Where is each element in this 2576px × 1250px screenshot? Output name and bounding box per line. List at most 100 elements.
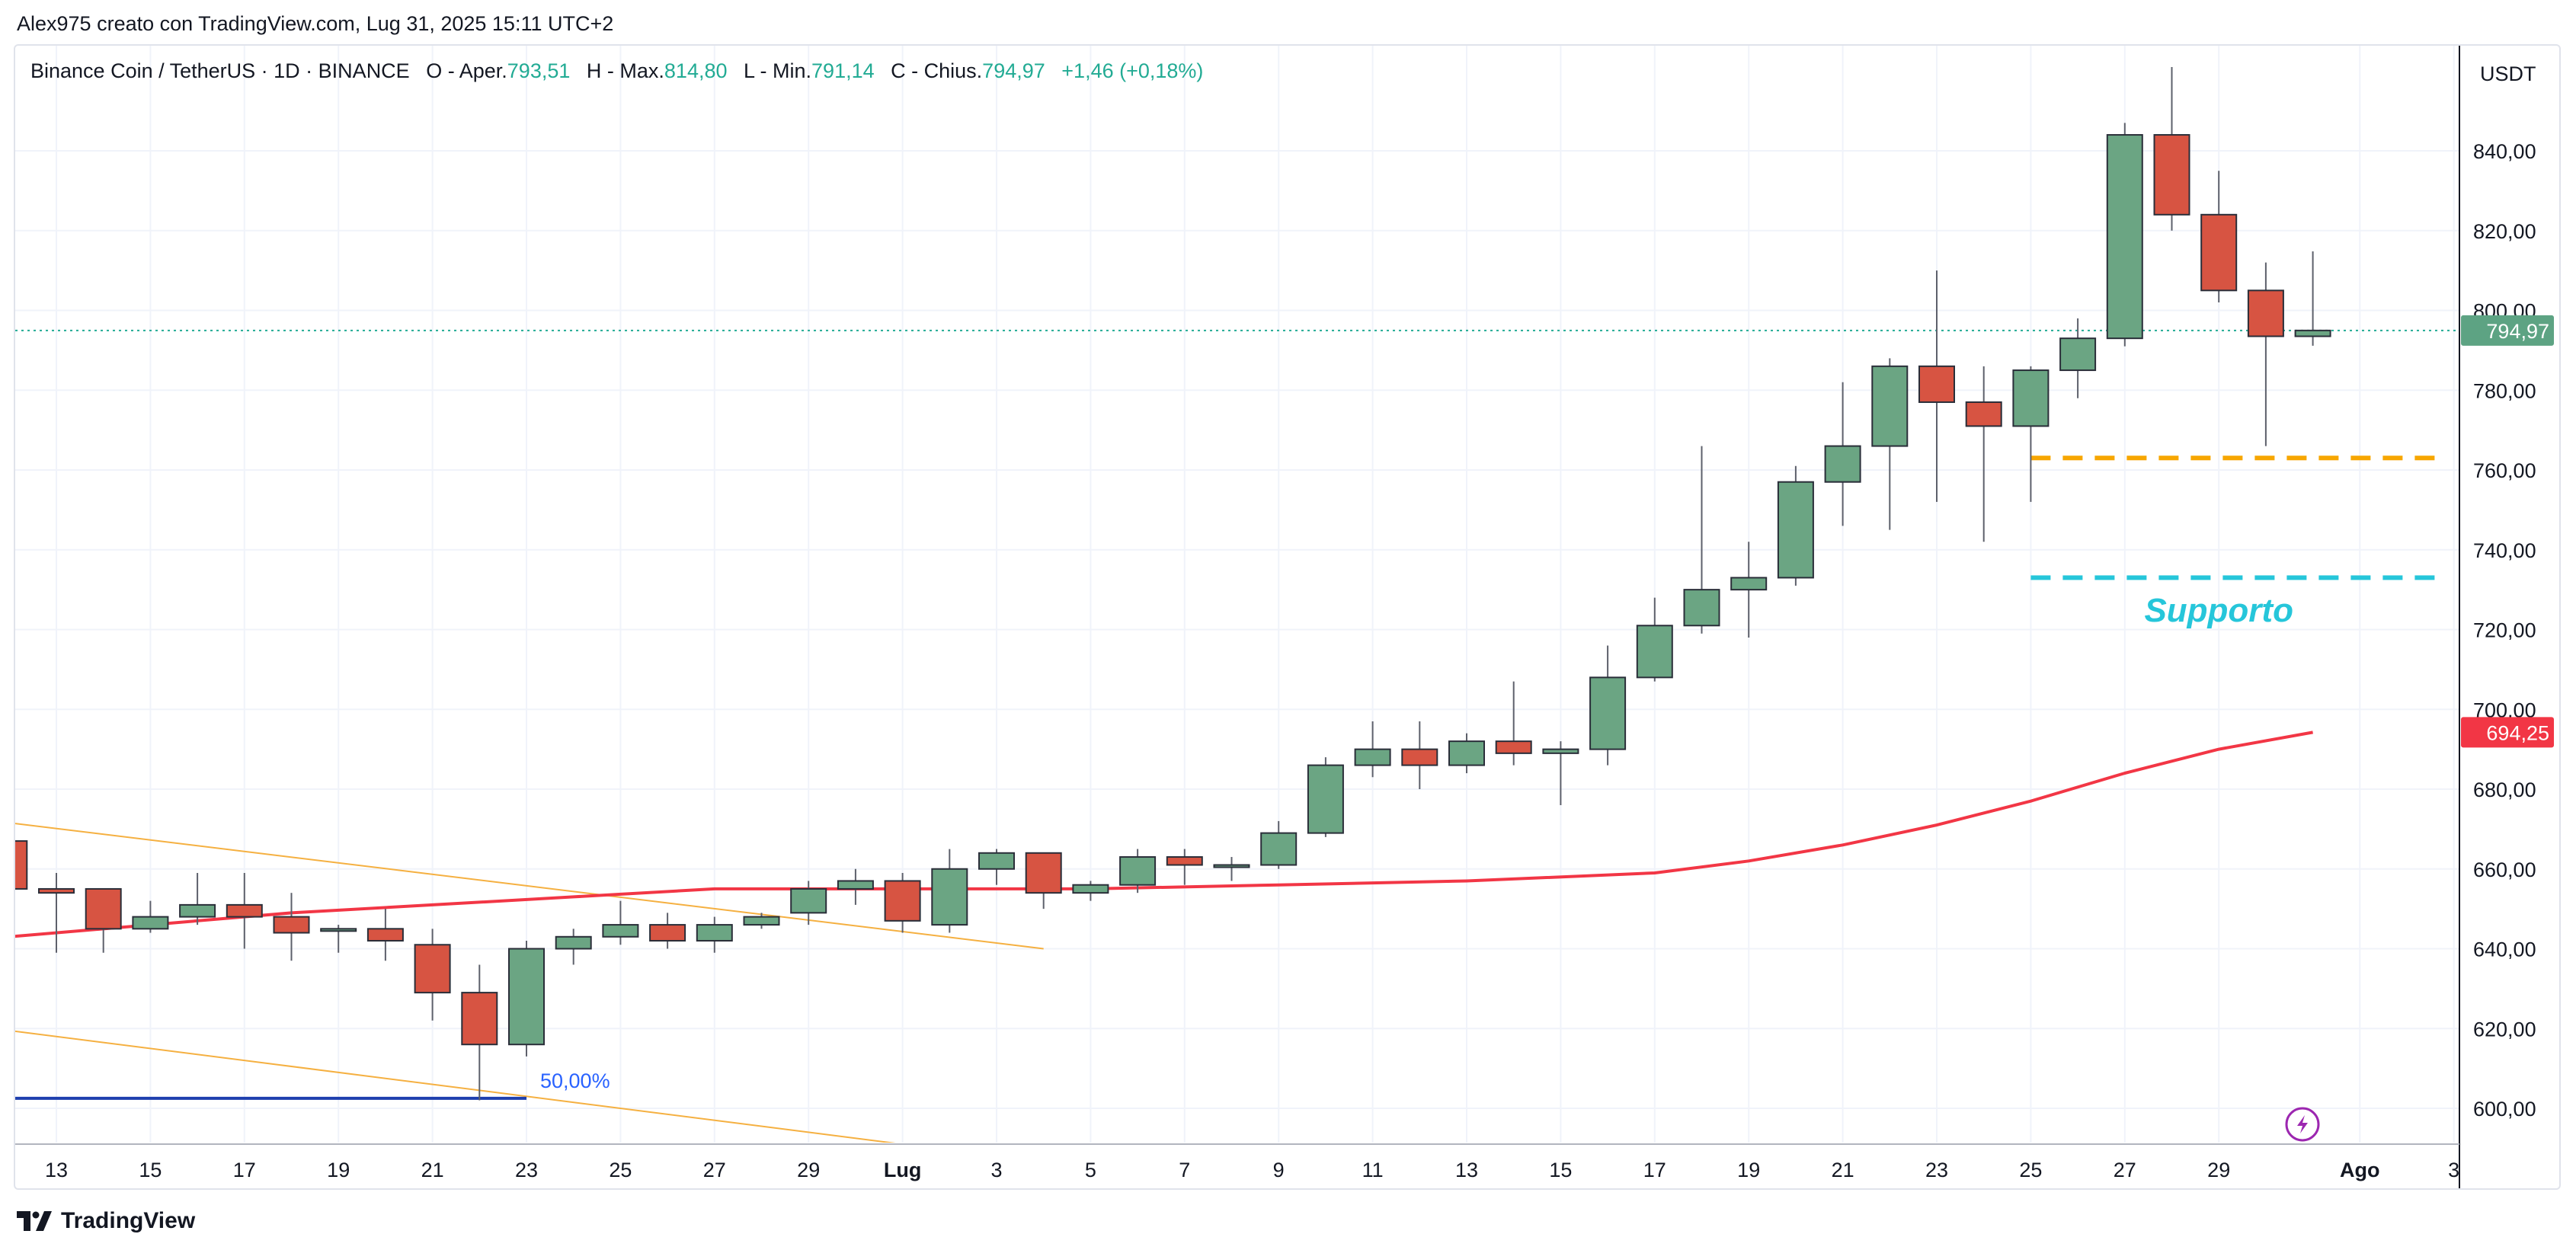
tradingview-logo[interactable]: TradingView [17,1208,195,1234]
time-tick-label: 23 [515,1159,538,1181]
candle-body [1824,445,1861,483]
price-tick-label: 660,00 [2473,858,2536,881]
candle-body [1401,748,1438,766]
candle-body [1542,748,1579,754]
low-value: 791,14 [811,59,875,82]
time-tick-label: 15 [139,1159,162,1181]
time-tick-label: 29 [797,1159,820,1181]
moving-average-line [15,730,2313,938]
price-tick-label: 780,00 [2473,379,2536,402]
candle-body [696,924,733,942]
candle-body [414,944,451,994]
candle-body [366,928,404,942]
candle-down [85,887,122,953]
candle-down [226,872,263,949]
price-tick-label: 680,00 [2473,778,2536,801]
candle-up [1354,721,1391,778]
candle-body [1213,864,1250,868]
candle-body [461,992,498,1046]
tradingview-logo-text: TradingView [61,1208,196,1233]
candle-up [1119,849,1157,894]
candle-body [1354,748,1391,766]
price-tick-label: 820,00 [2473,220,2536,243]
candle-body [743,916,780,926]
candle-body [1260,832,1298,866]
time-tick-label: Lug [884,1159,921,1181]
candle-body [2012,369,2050,427]
time-tick-label: 17 [233,1159,256,1181]
candle-body [1683,589,1720,627]
fib-level-label: 50,00% [540,1069,610,1092]
lightning-icon[interactable] [2285,1107,2320,1142]
candle-down [2247,262,2284,446]
candle-body [179,903,216,918]
price-tick-label: 760,00 [2473,459,2536,482]
candle-body [1495,740,1532,754]
candle-up [320,925,357,953]
candle-down [15,840,28,890]
support-label: Supporto [2144,592,2293,629]
candle-body [649,924,686,942]
candle-body [602,924,639,938]
candle-body [837,880,874,890]
time-tick-label: 27 [2114,1159,2136,1181]
candle-down [1918,270,1955,502]
candle-down [1401,721,1438,789]
candle-body [85,887,122,930]
candle-down [649,913,686,949]
time-tick-label: Ago [2340,1159,2379,1181]
candle-body [884,880,921,922]
candle-up [790,881,827,926]
time-tick-label: 3 [2448,1159,2459,1181]
moving-average-badge: 694,25 [2486,721,2549,744]
candle-up [1871,358,1909,530]
moving-average [15,730,2313,938]
candle-body [931,868,968,926]
candle-down [1965,366,2002,542]
candle-body [1307,764,1344,834]
high-value: 814,80 [664,59,728,82]
low-label: L - Min. [744,59,812,82]
price-tick-label: 720,00 [2473,619,2536,642]
candles [15,67,2331,1101]
candle-body [1166,856,1203,866]
price-tick-label: 640,00 [2473,938,2536,961]
candle-up [1448,733,1485,774]
candle-body [1119,856,1157,886]
candle-up [837,868,874,905]
close-value: 794,97 [982,59,1045,82]
candle-up [1777,465,1814,586]
time-tick-label: 25 [2019,1159,2042,1181]
candle-down [366,909,404,961]
candle-up [555,929,592,965]
trendline [15,823,1044,950]
grid-lines [15,46,2459,1143]
time-tick-label: 5 [1085,1159,1096,1181]
candle-up [179,872,216,926]
candle-body [2294,329,2331,337]
price-tick-label: 600,00 [2473,1098,2536,1121]
time-tick-label: 25 [609,1159,632,1181]
candle-down [273,893,310,961]
candle-up [1683,446,1720,634]
time-tick-label: 15 [1549,1159,1572,1181]
time-tick-label: 11 [1362,1159,1384,1181]
time-tick-label: 9 [1273,1159,1285,1181]
candle-body [320,928,357,932]
candle-down [1025,852,1062,910]
candle-down [2153,67,2190,231]
candle-body [1589,676,1627,750]
price-tick-label: 840,00 [2473,140,2536,163]
candle-body [790,887,827,914]
candle-body [2106,134,2143,340]
candle-body [508,948,545,1046]
price-axis[interactable]: 600,00620,00640,00660,00680,00700,00720,… [2461,140,2554,1121]
moving-average-badge-bg [2461,717,2554,748]
candle-body [1965,401,2002,427]
symbol-description[interactable]: Binance Coin / TetherUS · 1D · BINANCE [30,59,410,82]
candle-up [2106,123,2143,347]
price-tick-label: 620,00 [2473,1018,2536,1041]
time-axis[interactable]: 13 15 17 19 21 23 25 27 29 Lug 3 5 7 9 11 13 15 17 19 21 23 2… [45,1159,2459,1181]
candle-up [1307,757,1344,837]
